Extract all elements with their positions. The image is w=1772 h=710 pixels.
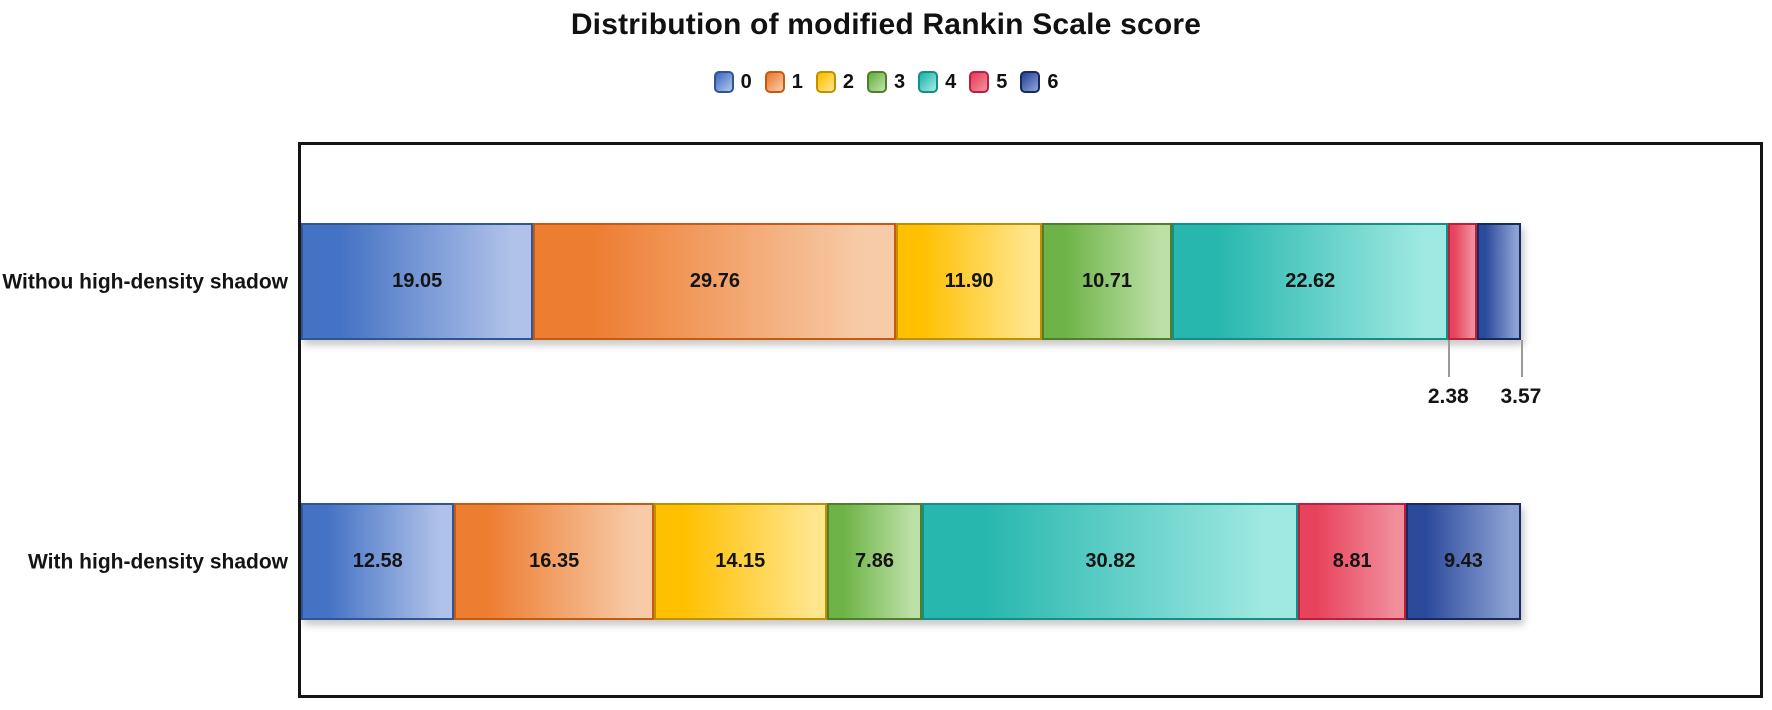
legend-label: 0 bbox=[740, 70, 752, 93]
legend-item: 1 bbox=[764, 70, 803, 94]
segment-value: 22.62 bbox=[1285, 270, 1336, 292]
category-label-1: With high-density shadow bbox=[28, 549, 288, 573]
bar-segment-mrs4: 30.82 bbox=[922, 503, 1299, 620]
bar-segment-mrs2: 14.15 bbox=[653, 503, 827, 620]
segment-value: 9.43 bbox=[1444, 550, 1483, 572]
callout-leader-line bbox=[1520, 340, 1523, 377]
stacked-bar-0: 19.05 29.76 11.90 10.71 22.62 bbox=[301, 223, 1521, 340]
legend-swatch-5 bbox=[969, 71, 990, 93]
legend-swatch-2 bbox=[815, 71, 836, 93]
segment-value: 10.71 bbox=[1081, 270, 1133, 292]
bar-segment-mrs6 bbox=[1477, 223, 1521, 340]
legend-item: 2 bbox=[815, 70, 854, 94]
bar-segment-mrs4: 22.62 bbox=[1172, 223, 1449, 340]
bar-segment-mrs1: 16.35 bbox=[454, 503, 654, 620]
legend-swatch-6 bbox=[1020, 71, 1041, 93]
legend-item: 3 bbox=[866, 70, 906, 94]
legend-item: 4 bbox=[918, 71, 956, 94]
legend-item: 5 bbox=[969, 71, 1007, 94]
bar-segment-mrs6: 9.43 bbox=[1405, 503, 1521, 620]
legend-label: 6 bbox=[1047, 70, 1059, 93]
legend-label: 4 bbox=[945, 70, 957, 93]
callout-value: 3.57 bbox=[1500, 385, 1542, 408]
segment-value: 19.05 bbox=[392, 270, 443, 292]
legend-swatch-4 bbox=[918, 71, 939, 93]
legend-label: 5 bbox=[996, 70, 1008, 93]
segment-value: 11.90 bbox=[944, 270, 994, 292]
bar-segment-mrs1: 29.76 bbox=[533, 223, 897, 340]
bar-segment-mrs3: 10.71 bbox=[1041, 223, 1173, 340]
legend-item: 0 bbox=[713, 70, 752, 94]
segment-value: 8.81 bbox=[1332, 550, 1372, 572]
legend-label: 1 bbox=[791, 70, 803, 93]
bar-segment-mrs0: 19.05 bbox=[301, 223, 534, 340]
segment-value: 30.82 bbox=[1085, 550, 1136, 572]
category-label-0: Withou high-density shadow bbox=[2, 269, 288, 293]
segment-value: 14.15 bbox=[715, 550, 766, 572]
callout-value: 2.38 bbox=[1427, 385, 1469, 408]
legend-swatch-1 bbox=[764, 71, 785, 93]
callout-leader-line bbox=[1448, 340, 1451, 377]
legend-label: 3 bbox=[893, 70, 906, 93]
segment-value: 29.76 bbox=[689, 270, 740, 292]
bar-segment-mrs5: 8.81 bbox=[1298, 503, 1406, 620]
segment-value: 7.86 bbox=[855, 550, 894, 572]
legend-label: 2 bbox=[842, 70, 854, 93]
legend-swatch-0 bbox=[713, 71, 734, 93]
chart-title: Distribution of modified Rankin Scale sc… bbox=[570, 8, 1202, 41]
bar-segment-mrs5 bbox=[1448, 223, 1478, 340]
legend-item: 6 bbox=[1020, 71, 1058, 94]
segment-value: 16.35 bbox=[529, 550, 580, 572]
segment-value: 12.58 bbox=[352, 550, 403, 572]
stacked-bar-1: 12.58 16.35 14.15 7.86 30.82 8.81 9.43 bbox=[301, 503, 1521, 620]
bar-segment-mrs2: 11.90 bbox=[896, 223, 1042, 340]
legend-swatch-3 bbox=[866, 71, 887, 93]
bar-segment-mrs3: 7.86 bbox=[826, 503, 923, 620]
bar-segment-mrs0: 12.58 bbox=[301, 503, 455, 620]
legend: 0 1 2 3 4 5 6 bbox=[0, 68, 1772, 96]
plot-area: 19.05 29.76 11.90 10.71 22.62 2.38 3.57 12.58 16… bbox=[298, 142, 1763, 698]
